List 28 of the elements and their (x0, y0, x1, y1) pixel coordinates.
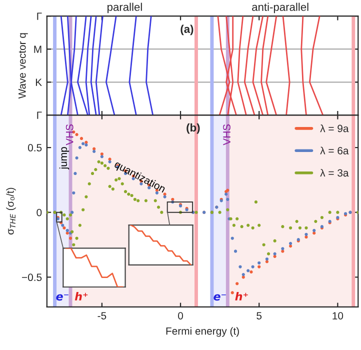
annotation: (a) (180, 24, 194, 36)
annotation: e⁻ (214, 294, 226, 301)
annotation: h⁺ (74, 292, 88, 300)
y-tick-label: Γ (37, 12, 42, 20)
text: anti-parallel (252, 2, 308, 14)
y-tick-label: M (34, 46, 42, 53)
y-tick-label: 0.5 (28, 144, 42, 152)
y-tick-label: −0.5 (22, 274, 42, 282)
text: parallel (108, 2, 142, 14)
x-axis-title: Fermi energy (t) (166, 327, 239, 337)
legend-label: λ = 6a (320, 146, 349, 154)
y-tick-label: K (36, 78, 42, 86)
x-tick-label: 5 (256, 312, 262, 320)
legend-label: λ = 3a (320, 168, 349, 177)
annotation: jump (59, 147, 70, 170)
annotation: VHS (66, 124, 74, 146)
x-tick-label: 0 (178, 312, 184, 320)
annotation: VHS (223, 124, 230, 146)
y-tick-label: 0 (36, 208, 42, 216)
x-tick-label: 10 (332, 312, 344, 320)
annotation: e⁻ (56, 294, 68, 301)
y-axis-title: σ$_{THE}$ (σ₀/t) (6, 188, 16, 235)
legend-label: λ = 9a (320, 124, 349, 132)
y-axis-title: Wave vector q (18, 33, 28, 99)
x-tick-label: -5 (98, 312, 106, 320)
y-tick-label: Γ (37, 112, 42, 119)
annotation: h⁺ (235, 292, 248, 300)
annotation: (b) (186, 123, 200, 134)
